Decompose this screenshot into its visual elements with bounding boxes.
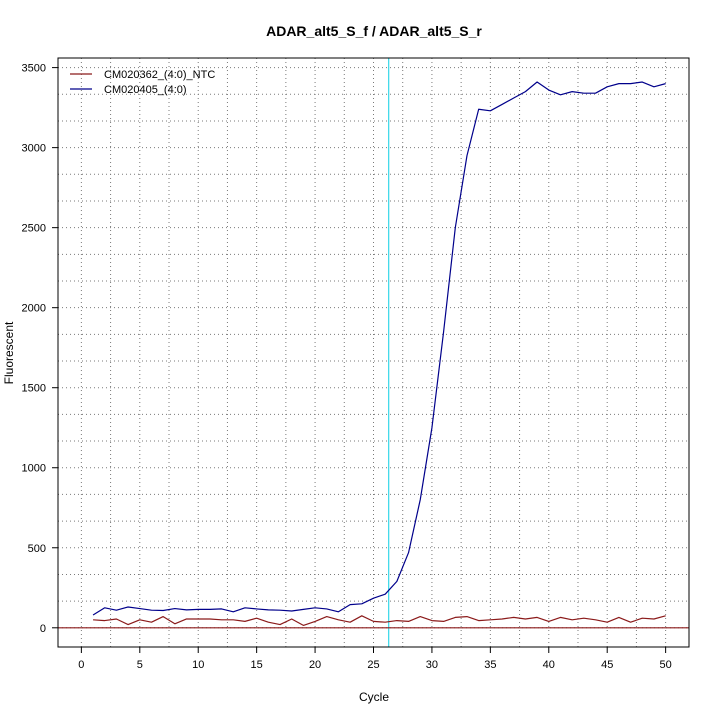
x-tick-label: 0 <box>78 659 84 671</box>
series-line-1 <box>93 615 666 626</box>
x-tick-label: 5 <box>137 659 143 671</box>
y-tick-label: 3500 <box>22 63 46 75</box>
y-tick-label: 2500 <box>22 223 46 235</box>
y-tick-label: 500 <box>28 543 46 555</box>
x-tick-label: 35 <box>484 659 496 671</box>
series-line-2 <box>92 81 666 616</box>
legend-label: CM020362_(4:0)_NTC <box>104 69 215 81</box>
y-tick-label: 3000 <box>22 143 46 155</box>
x-tick-label: 40 <box>543 659 555 671</box>
chart-title: ADAR_alt5_S_f / ADAR_alt5_S_r <box>266 23 482 39</box>
y-axis-label: Fluorescent <box>2 321 16 384</box>
x-tick-label: 15 <box>251 659 263 671</box>
y-tick-label: 1500 <box>22 383 46 395</box>
series-layer <box>92 81 666 626</box>
x-tick-label: 20 <box>309 659 321 671</box>
x-tick-label: 10 <box>192 659 204 671</box>
legend: CM020362_(4:0)_NTC CM020405_(4:0) <box>70 69 215 96</box>
x-axis-label: Cycle <box>359 690 389 704</box>
legend-label: CM020405_(4:0) <box>104 84 187 96</box>
y-axis: 0 500 1000 1500 2000 2500 3000 3500 <box>22 63 58 635</box>
y-tick-label: 2000 <box>22 303 46 315</box>
x-tick-label: 30 <box>426 659 438 671</box>
x-tick-label: 50 <box>660 659 672 671</box>
x-axis: 0 5 10 15 20 25 30 35 40 45 50 <box>78 647 672 671</box>
y-tick-label: 1000 <box>22 463 46 475</box>
x-tick-label: 25 <box>367 659 379 671</box>
y-tick-label: 0 <box>40 623 46 635</box>
x-tick-label: 45 <box>601 659 613 671</box>
